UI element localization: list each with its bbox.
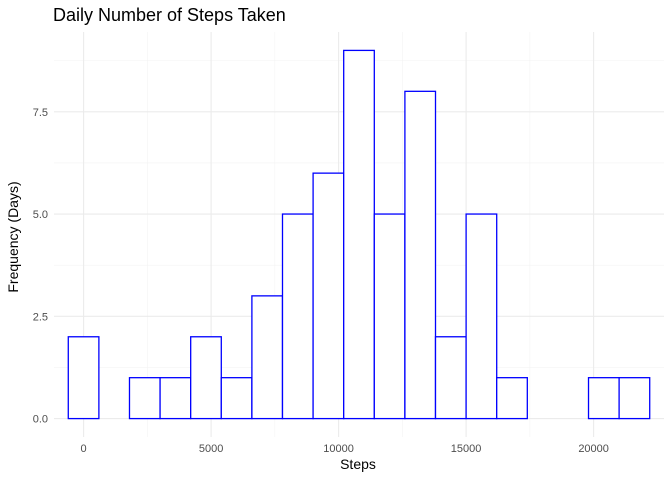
y-tick-label: 7.5 [33, 107, 48, 119]
histogram-bar [190, 336, 222, 420]
histogram-bar [465, 213, 498, 420]
x-tick-label: 15000 [451, 443, 482, 455]
y-axis-label: Frequency (Days) [5, 181, 21, 292]
histogram-bar [618, 377, 651, 420]
histogram-bar [251, 295, 284, 420]
histogram-bar [312, 172, 345, 420]
x-tick-label: 5000 [199, 443, 223, 455]
histogram-bar [128, 377, 161, 420]
y-axis-ticks: 0.0 2.5 5.0 7.5 [33, 107, 48, 426]
x-tick-label: 0 [81, 443, 87, 455]
histogram-bar [281, 213, 314, 420]
y-tick-label: 0.0 [33, 414, 48, 426]
histogram-bar [67, 336, 100, 420]
histogram-bar [587, 377, 620, 420]
histogram-bar [220, 377, 253, 420]
histogram-bar [434, 336, 467, 420]
x-axis-label: Steps [340, 456, 376, 472]
y-tick-label: 5.0 [33, 209, 48, 221]
histogram-bar [496, 377, 528, 420]
histogram-bar [404, 90, 437, 420]
y-tick-label: 2.5 [33, 311, 48, 323]
x-tick-label: 10000 [323, 443, 354, 455]
x-tick-label: 20000 [578, 443, 609, 455]
histogram-bar [373, 213, 406, 420]
chart-title: Daily Number of Steps Taken [53, 5, 286, 25]
x-axis-ticks: 0 5000 10000 15000 20000 [81, 443, 609, 455]
histogram-bar [159, 377, 192, 420]
histogram-bar [343, 49, 375, 420]
histogram-bars [67, 49, 651, 420]
